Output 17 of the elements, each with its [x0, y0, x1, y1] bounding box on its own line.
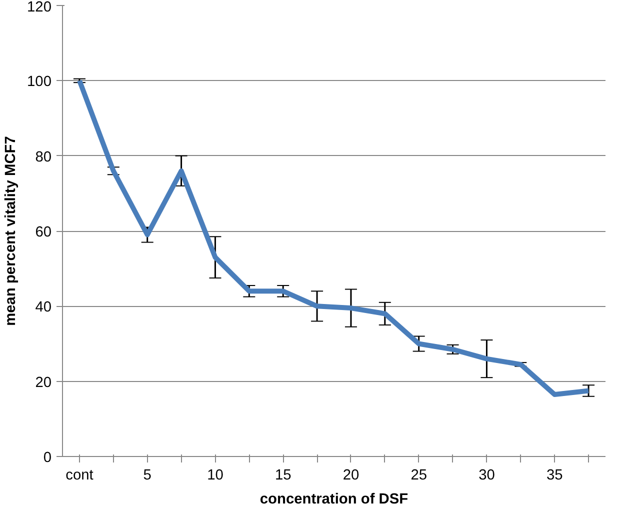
x-axis-title: concentration of DSF: [260, 492, 408, 508]
y-tick-label: 60: [35, 224, 52, 240]
y-tick-label: 40: [35, 300, 52, 316]
x-tick-label: 15: [274, 468, 292, 484]
x-tick-label: 25: [410, 468, 428, 484]
y-tick-label: 20: [35, 374, 52, 391]
x-tick-label: 30: [478, 468, 495, 484]
x-tick-label: 20: [342, 468, 360, 484]
y-tick-label: 120: [27, 0, 52, 16]
x-tick-label: 35: [546, 468, 563, 484]
x-tick-label: 5: [143, 468, 152, 484]
y-tick-label: 80: [35, 149, 52, 166]
y-tick-label: 100: [27, 74, 52, 90]
x-tick-label: cont: [66, 468, 94, 484]
y-axis-title: mean percent vitality MCF7: [3, 136, 20, 326]
y-tick-label: 0: [43, 450, 52, 466]
x-tick-label: 10: [207, 468, 224, 484]
